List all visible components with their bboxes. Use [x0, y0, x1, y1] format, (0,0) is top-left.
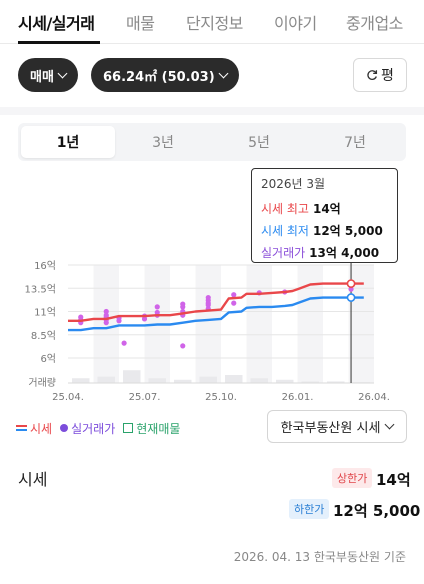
- period-1y[interactable]: 1년: [21, 126, 115, 158]
- trade-type-label: 매매: [30, 69, 54, 85]
- deal-point: [231, 300, 237, 306]
- legend-listings[interactable]: 현재매물: [123, 420, 180, 437]
- source-footnote: 2026. 04. 13 한국부동산원 기준: [233, 550, 406, 564]
- deal-point: [205, 294, 211, 301]
- price-source-label: 한국부동산원 시세: [280, 421, 381, 436]
- volume-bar: [250, 378, 268, 383]
- tooltip-high-row: 시세 최고 14억: [261, 200, 388, 217]
- refresh-icon: [367, 70, 378, 81]
- lower-price-value: 12억 5,000: [333, 502, 421, 520]
- legend-listings-label: 현재매물: [136, 421, 181, 436]
- upper-highlight-point: [346, 279, 356, 288]
- legend-deals[interactable]: 실거래가: [60, 420, 115, 437]
- legend-price[interactable]: 시세: [16, 420, 52, 437]
- tooltip-deal-value: 13억 4,000: [309, 246, 380, 260]
- top-tab-bar: 시세/실거래 매물 단지정보 이야기 중개업소: [0, 0, 424, 44]
- y-tick-label: 16억: [34, 260, 56, 272]
- month-band: [246, 265, 272, 383]
- tooltip-low-label: 시세 최저: [261, 224, 309, 238]
- tab-agencies[interactable]: 중개업소: [346, 14, 403, 33]
- tooltip-low-row: 시세 최저 12억 5,000: [261, 222, 388, 239]
- tab-price-transactions[interactable]: 시세/실거래: [18, 14, 95, 33]
- chevron-down-icon: [218, 68, 229, 78]
- tooltip-high-label: 시세 최고: [261, 202, 309, 216]
- deal-point: [205, 300, 211, 306]
- upper-price-value: 14억: [376, 471, 411, 489]
- lower-price-line: [68, 296, 364, 332]
- area-label: 66.24㎡ (50.03): [103, 69, 215, 85]
- volume-bar: [97, 376, 115, 383]
- y-tick-label: 8.5억: [31, 330, 56, 342]
- x-tick-label: 25.07.: [129, 392, 161, 403]
- volume-bar: [327, 381, 345, 383]
- legend-deals-label: 실거래가: [71, 421, 116, 436]
- upper-price-line: [68, 282, 364, 322]
- section-divider: [0, 107, 424, 115]
- tab-complex-info[interactable]: 단지정보: [186, 14, 243, 33]
- deal-point: [231, 292, 237, 298]
- period-3y[interactable]: 3년: [152, 135, 174, 151]
- deal-point: [180, 304, 186, 310]
- deal-point: [116, 318, 122, 324]
- y-tick-label: 11억: [34, 307, 56, 319]
- x-tick-label: 26.01.: [282, 392, 314, 403]
- tooltip-date: 2026년 3월: [261, 177, 326, 191]
- deal-point: [121, 340, 127, 346]
- y-tick-label: 6억: [40, 353, 56, 365]
- deal-point: [78, 314, 84, 320]
- legend-price-label: 시세: [30, 421, 53, 436]
- lower-highlight-point: [346, 293, 356, 302]
- unit-toggle-button[interactable]: 평: [353, 58, 407, 92]
- listing-box-icon: [123, 423, 134, 433]
- lower-price-badge: 하한가: [289, 499, 330, 519]
- x-tick-label: 25.04.: [52, 392, 84, 403]
- period-7y[interactable]: 7년: [344, 135, 366, 151]
- summary-title: 시세: [18, 470, 48, 489]
- volume-bar: [301, 381, 319, 383]
- area-dropdown[interactable]: 66.24㎡ (50.03): [91, 58, 239, 92]
- chart-tooltip: 2026년 3월 시세 최고 14억 시세 최저 12억 5,000 실거래가 13억…: [251, 168, 398, 263]
- tab-listings[interactable]: 매물: [126, 14, 155, 33]
- volume-bar: [72, 378, 90, 383]
- period-5y[interactable]: 5년: [248, 135, 270, 151]
- chart-legend: 시세 실거래가 현재매물: [16, 419, 188, 437]
- upper-price-badge: 상한가: [332, 468, 373, 488]
- period-selector: 1년 3년 5년 7년: [18, 123, 406, 161]
- volume-bar: [225, 375, 243, 383]
- month-band: [195, 265, 221, 383]
- tooltip-deal-row: 실거래가 13억 4,000: [261, 244, 388, 261]
- chevron-down-icon: [57, 68, 68, 78]
- price-source-dropdown[interactable]: 한국부동산원 시세: [267, 410, 407, 443]
- trade-type-dropdown[interactable]: 매매: [18, 58, 78, 92]
- volume-bar: [148, 378, 166, 383]
- deal-point: [103, 308, 109, 315]
- tooltip-deal-label: 실거래가: [261, 246, 306, 260]
- tooltip-high-value: 14억: [312, 202, 341, 216]
- volume-bar: [199, 376, 217, 383]
- volume-axis-label: 거래량: [28, 377, 56, 389]
- volume-bar: [174, 379, 192, 383]
- active-tab-indicator: [18, 41, 100, 44]
- deal-dot-icon: [60, 424, 69, 432]
- deal-point: [141, 316, 148, 322]
- tab-stories[interactable]: 이야기: [274, 14, 317, 33]
- deal-point: [180, 343, 186, 349]
- chevron-down-icon: [384, 419, 395, 430]
- deal-point: [154, 304, 160, 310]
- deal-point: [154, 309, 160, 316]
- volume-bar: [123, 370, 141, 383]
- price-line-icon: [16, 424, 27, 432]
- volume-bar: [276, 379, 294, 383]
- tooltip-low-value: 12억 5,000: [312, 224, 383, 238]
- x-tick-label: 25.10.: [205, 392, 237, 403]
- deal-point: [348, 286, 354, 292]
- unit-toggle-label: 평: [381, 68, 394, 84]
- y-tick-label: 13.5억: [25, 283, 56, 295]
- deal-point: [103, 320, 109, 326]
- deal-point: [103, 312, 109, 318]
- x-tick-label: 26.04.: [358, 392, 390, 403]
